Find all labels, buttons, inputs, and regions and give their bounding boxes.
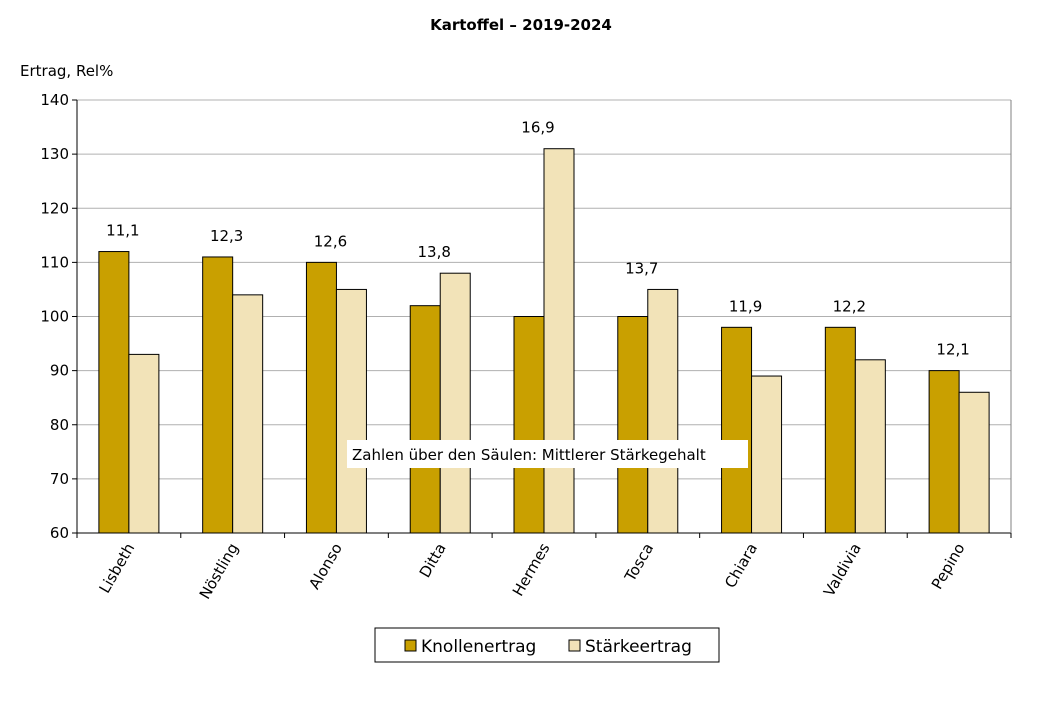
x-tick-label: Alonso: [305, 540, 346, 592]
y-tick-label: 110: [40, 253, 69, 271]
chart-title: Kartoffel – 2019-2024: [430, 16, 612, 34]
x-tick-label: Valdivia: [820, 540, 865, 600]
bar-staerkeertrag-tosca: [647, 288, 679, 534]
bar-staerkeertrag-lisbeth: [128, 353, 160, 534]
legend-box: [374, 627, 720, 663]
bar-staerkeertrag-pepino: [958, 391, 990, 534]
bar-staerkeertrag-chiara: [751, 375, 783, 534]
bars: [98, 148, 990, 534]
data-label: 12,6: [314, 232, 347, 250]
y-tick-label: 100: [40, 308, 69, 326]
bar-staerkeertrag-alonso: [335, 288, 367, 534]
y-tick-label: 140: [40, 91, 69, 109]
data-label: 11,1: [106, 222, 139, 240]
y-tick-label: 60: [50, 524, 69, 542]
y-tick-label: 70: [50, 470, 69, 488]
legend-label-knollenertrag: Knollenertrag: [421, 637, 536, 657]
x-tick-label: Tosca: [621, 540, 658, 585]
bar-knollenertrag-nöstling: [202, 256, 234, 534]
x-tick-label: Chiara: [721, 540, 761, 591]
data-label: 12,1: [936, 341, 969, 359]
data-label: 12,2: [833, 297, 866, 315]
bar-staerkeertrag-nöstling: [232, 294, 264, 534]
x-tick-label: Ditta: [416, 540, 450, 581]
axes: [72, 99, 1012, 538]
bar-knollenertrag-hermes: [513, 316, 545, 534]
bar-knollenertrag-tosca: [617, 316, 649, 534]
x-tick-label: Pepino: [928, 540, 969, 592]
bar-staerkeertrag-ditta: [439, 272, 471, 534]
data-labels: 11,1 12,3 12,6 13,8 16,9 13,7 11,9 12,2 12,1: [106, 119, 970, 359]
data-label: 11,9: [729, 297, 762, 315]
bar-staerkeertrag-hermes: [543, 148, 575, 534]
y-axis-title: Ertrag, Rel%: [20, 62, 113, 80]
legend-swatch-staerkeertrag: [568, 639, 581, 652]
y-tick-label: 120: [40, 199, 69, 217]
bar-knollenertrag-alonso: [305, 261, 337, 534]
y-tick-label: 130: [40, 145, 69, 163]
legend-label-staerkeertrag: Stärkeertrag: [585, 637, 692, 657]
y-tick-label: 90: [50, 362, 69, 380]
legend-swatch-knollenertrag: [404, 639, 417, 652]
x-tick-label: Nöstling: [196, 540, 242, 602]
data-label: 13,7: [625, 259, 658, 277]
x-tick-label: Hermes: [509, 540, 554, 599]
data-label: 13,8: [418, 243, 451, 261]
bar-knollenertrag-lisbeth: [98, 251, 130, 534]
bar-staerkeertrag-valdivia: [854, 359, 886, 534]
annotation-background: [347, 440, 748, 468]
bar-knollenertrag-valdivia: [824, 326, 856, 534]
y-tick-label: 80: [50, 416, 69, 434]
bar-knollenertrag-chiara: [721, 326, 753, 534]
annotation-box: Zahlen über den Säulen: Mittlerer Stärke…: [347, 440, 748, 468]
legend: Knollenertrag Stärkeertrag: [374, 627, 720, 663]
annotation-text: Zahlen über den Säulen: Mittlerer Stärke…: [352, 446, 706, 464]
x-tick-label: Lisbeth: [96, 540, 139, 596]
bar-knollenertrag-pepino: [928, 370, 960, 534]
bar-knollenertrag-ditta: [409, 305, 441, 534]
data-label: 12,3: [210, 227, 243, 245]
data-label: 16,9: [521, 119, 554, 137]
